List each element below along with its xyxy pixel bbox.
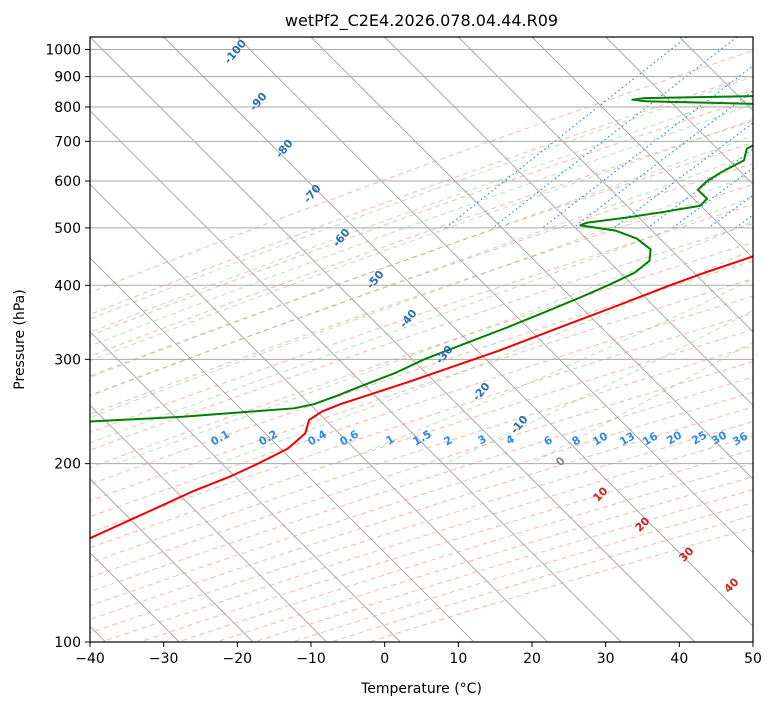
grid-lines [90, 37, 753, 642]
isotherm-line [90, 37, 696, 642]
mixing-ratio-line [445, 37, 688, 229]
dry-adiabat [90, 183, 753, 415]
x-tick-label: 10 [449, 651, 467, 667]
dry-adiabat [90, 74, 753, 315]
x-axis-label: Temperature (°C) [360, 681, 482, 697]
y-axis-label: Pressure (hPa) [12, 289, 28, 389]
dry-adiabat [90, 142, 753, 377]
x-tick-label: 20 [523, 651, 541, 667]
moist-adiabat [90, 89, 753, 333]
isotherm-line [90, 478, 254, 642]
dry-adiabat [90, 203, 753, 433]
plot-frame [89, 36, 754, 643]
chart-title: wetPf2_C2E4.2026.078.04.44.R09 [285, 11, 558, 31]
y-tick-label: 900 [54, 70, 81, 86]
dry-adiabat [90, 376, 753, 593]
x-tick-label: 40 [670, 651, 688, 667]
y-tick-label: 400 [54, 278, 81, 294]
moist-adiabat [90, 173, 753, 419]
dry-adiabat [90, 97, 753, 337]
plot-background [90, 37, 753, 642]
y-tick-label: 300 [54, 352, 81, 368]
x-tick-label: 50 [744, 651, 762, 667]
isotherm-line [90, 257, 475, 642]
mixing-ratio-line [647, 148, 753, 229]
moist-adiabat [90, 153, 753, 397]
y-tick-label: 600 [54, 174, 81, 190]
y-tick-label: 700 [54, 134, 81, 150]
y-tick-label: 100 [54, 635, 81, 651]
background-lines [90, 37, 753, 642]
dry-adiabat [90, 345, 753, 564]
isotherm-line [457, 37, 753, 333]
x-tick-label: −20 [223, 651, 253, 667]
x-tick-label: 0 [380, 651, 389, 667]
x-tick-label: 30 [597, 651, 615, 667]
y-tick-label: 800 [54, 100, 81, 116]
y-tick-label: 1000 [45, 43, 81, 59]
dry-adiabat [90, 241, 753, 469]
temperature-profile-line [90, 255, 753, 540]
isotherm-line [163, 37, 753, 628]
moist-adiabat [444, 309, 753, 465]
mixing-ratio-line [492, 37, 738, 229]
x-tick-label: −30 [149, 651, 179, 667]
isotherm-line [90, 330, 401, 642]
y-axis-ticks: 100 200 300 400 500 600 700 800 900 1000 [45, 43, 90, 651]
dry-adiabat [90, 391, 753, 607]
x-tick-label: −40 [75, 651, 105, 667]
isotherm-line [90, 404, 328, 642]
y-tick-label: 500 [54, 221, 81, 237]
dry-adiabat [90, 163, 753, 396]
mixing-ratio-line [572, 89, 753, 229]
moist-adiabat [90, 103, 753, 347]
isotherm-line [236, 37, 753, 554]
isotherm-line [90, 183, 549, 642]
isotherm-line [90, 109, 622, 642]
y-tick-label: 200 [54, 457, 81, 473]
profile-lines [90, 95, 753, 540]
dewpoint-profile-line [90, 95, 753, 423]
dry-adiabat [90, 50, 753, 293]
isotherm-line [531, 37, 753, 259]
isotherm-line [605, 37, 753, 186]
mixing-ratio-line [672, 167, 753, 229]
isotherm-line [310, 37, 753, 480]
x-axis-ticks: −40 −30 −20 −10 0 10 20 30 40 50 [75, 642, 762, 667]
dry-adiabat [90, 329, 753, 549]
dry-adiabat [90, 295, 753, 518]
x-tick-label: −10 [296, 651, 326, 667]
isotherm-line [752, 37, 753, 38]
isotherm-line [384, 37, 753, 407]
